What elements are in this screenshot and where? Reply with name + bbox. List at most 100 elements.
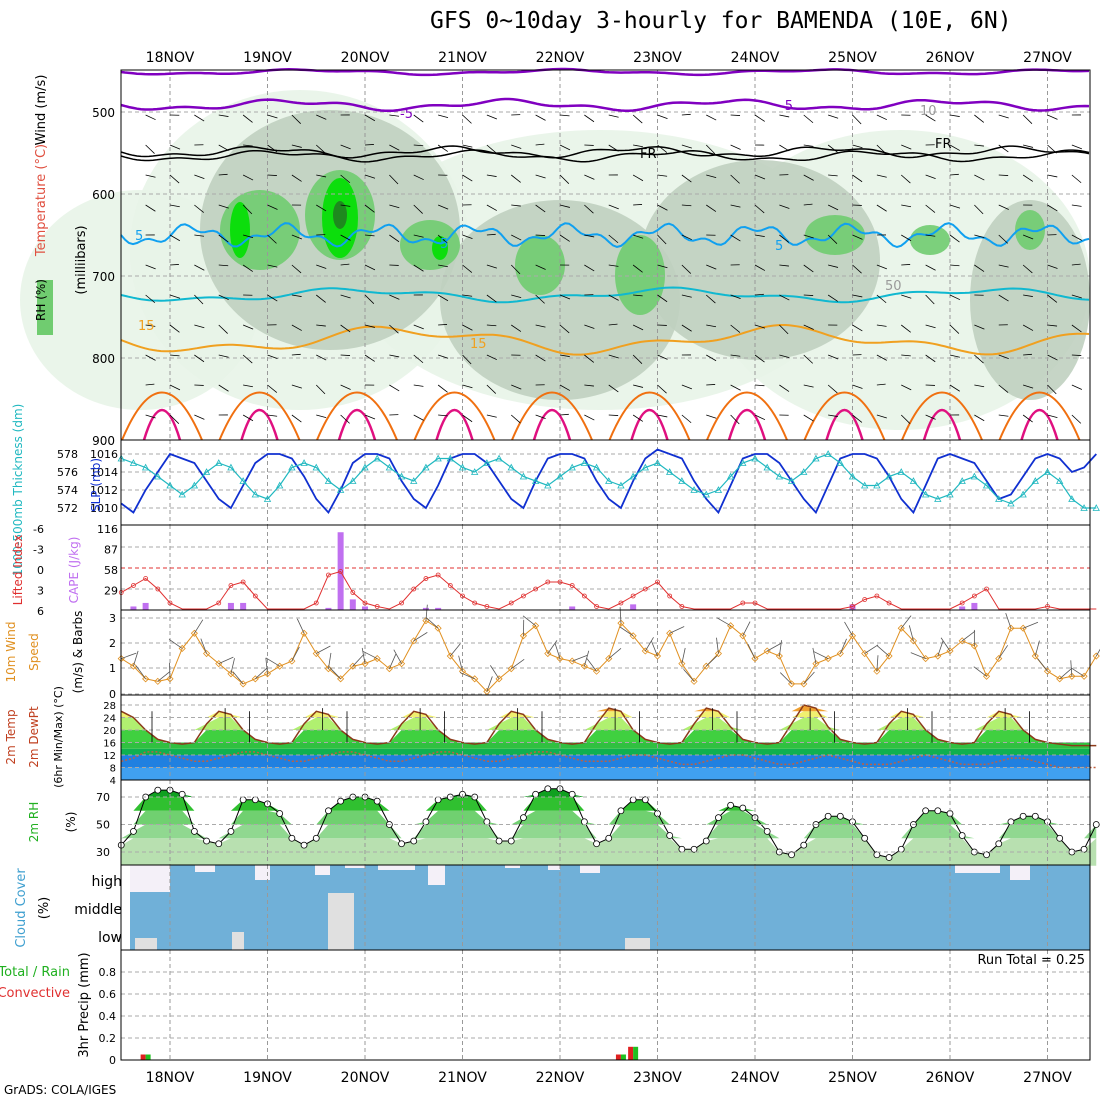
wind-barb-10m	[803, 671, 815, 685]
wind-barb-10m	[766, 642, 782, 652]
wind-barb	[779, 144, 790, 152]
thickness-point	[471, 468, 479, 475]
thickness-point	[836, 459, 844, 466]
wind-barb	[827, 114, 839, 119]
wind-barb	[632, 414, 644, 422]
wind-barb-10m	[362, 650, 378, 659]
thickness-point	[970, 472, 979, 480]
wind-barb	[389, 324, 399, 334]
thickness-point	[251, 490, 259, 498]
wind-barb	[291, 234, 303, 240]
wind-barb	[900, 414, 911, 424]
wind-barb	[730, 414, 740, 425]
wind-barb	[438, 414, 448, 417]
temp-contour-20	[218, 391, 301, 441]
li-point	[460, 593, 465, 599]
precip-ytick: 0	[109, 1054, 116, 1067]
wind-barb	[827, 144, 838, 153]
wind-barb-10m	[583, 650, 590, 667]
rh-fill	[121, 810, 1097, 825]
slp-ytick: 1012	[90, 484, 118, 497]
wind-bg	[121, 610, 1090, 695]
wind-speed-point	[653, 652, 662, 660]
wind-barb	[218, 354, 229, 358]
wind-barb-10m	[230, 658, 235, 674]
top-date-label: 26NOV	[926, 50, 975, 66]
cloud-level-label: middle	[74, 902, 122, 918]
rh-point	[130, 827, 137, 835]
thickness-point	[154, 472, 162, 480]
wind-barb	[389, 204, 400, 209]
wind-barb	[486, 174, 497, 177]
thickness-point	[495, 454, 503, 462]
rh-point	[251, 796, 259, 804]
wind-barb	[584, 234, 595, 238]
wind-barb	[681, 324, 692, 332]
wind-barb	[1071, 174, 1082, 184]
bottom-date-label: 24NOV	[731, 1070, 780, 1086]
wind-barb	[364, 204, 375, 213]
rh-ytick: 30	[96, 846, 110, 859]
rh-point	[629, 796, 637, 804]
wind-barb	[803, 354, 814, 364]
wind-barb	[974, 354, 984, 364]
rh-point	[861, 834, 869, 842]
wind-barb	[486, 414, 497, 418]
wind-barb	[779, 354, 790, 358]
wind-barb	[389, 384, 400, 392]
temp-ytick: 24	[103, 714, 116, 725]
wind-barb	[803, 264, 814, 273]
temp-ytick: 4	[110, 776, 116, 787]
rh-point	[1007, 818, 1015, 826]
li-ytick: 0	[37, 564, 44, 577]
rh-point	[593, 840, 600, 848]
y-axis-title: 2m RH	[27, 802, 41, 843]
rh-shading	[970, 200, 1090, 400]
rh-point	[1031, 812, 1039, 820]
wind-barb	[998, 114, 1009, 119]
wind-barb	[584, 354, 595, 363]
wind-barb	[803, 174, 814, 181]
wind-barb	[413, 324, 424, 330]
wind-barb	[754, 354, 765, 363]
thickness-line	[121, 453, 1097, 509]
wind-barb-10m	[232, 671, 244, 685]
wind-barb	[876, 174, 887, 178]
wind-barb	[657, 204, 668, 211]
li-point	[167, 600, 173, 606]
wind-barb	[803, 234, 814, 239]
bottom-date-label: 25NOV	[828, 1070, 877, 1086]
wind-barb	[949, 114, 960, 117]
high-cloud-gap	[255, 865, 270, 880]
wind-barb-10m	[265, 657, 280, 667]
wind-barb	[145, 264, 156, 270]
thickness-point	[324, 477, 333, 484]
wind-barb	[584, 174, 595, 180]
wind-barb	[998, 234, 1009, 244]
wind-barb	[486, 233, 496, 236]
wind-barb	[267, 234, 277, 244]
wind-barb	[535, 174, 546, 179]
contour-label: FR	[640, 147, 657, 162]
thickness-point	[1092, 504, 1100, 511]
wind-barb	[389, 294, 400, 300]
rh-point	[897, 845, 905, 853]
wind-barb	[657, 294, 668, 303]
wind-barb	[852, 414, 863, 423]
y-axis-title: 1000-500mb Thickness (dm)	[11, 404, 25, 577]
wind-barb	[730, 234, 741, 242]
high-cloud-gap	[315, 865, 330, 875]
bottom-date-label: 20NOV	[341, 1070, 390, 1086]
wind-barb	[852, 294, 863, 298]
wind-barb	[218, 114, 229, 117]
li-point	[423, 576, 429, 581]
li-point	[374, 604, 380, 609]
wind-barb	[754, 114, 765, 122]
wind-barb-10m	[255, 667, 268, 680]
rh-point	[824, 812, 832, 820]
wind-barb	[706, 204, 717, 212]
wind-barb	[974, 384, 985, 388]
cloud-fill	[130, 865, 1090, 950]
cape-bar	[849, 604, 856, 610]
wind-speed-point	[836, 649, 844, 658]
